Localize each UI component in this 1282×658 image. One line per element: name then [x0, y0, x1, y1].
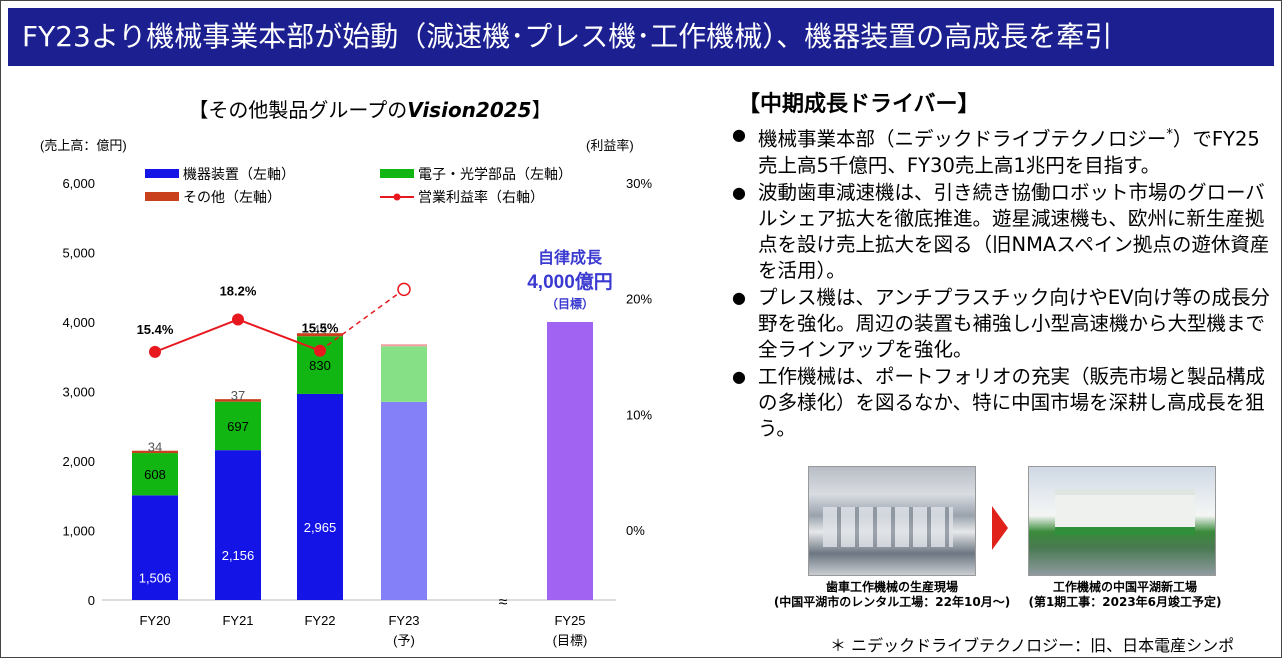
bar-fy21-series-1 [215, 450, 261, 600]
margin-value-label: 18.2% [220, 283, 257, 298]
driver-item-2: 波動歯車減速機は、引き続き協働ロボット市場のグローバルシェア拡大を徹底推進。遊星… [730, 180, 1270, 284]
bar-fy20-series-2 [132, 453, 178, 496]
arrow-right-icon [992, 506, 1008, 550]
target-annotation-line3: （目標） [546, 296, 594, 311]
y-left-tick-label: 1,000 [62, 524, 95, 539]
legend-swatch-3 [145, 192, 179, 201]
driver-item-1-text-after: ）でFY25売上高5千億円、FY30売上高1兆円を目指す。 [758, 127, 1260, 177]
x-tick-label: FY25 [554, 613, 585, 628]
bar-value-label: 697 [227, 419, 249, 434]
factory-floor-image [823, 507, 953, 547]
bar-fy20-series-1 [132, 495, 178, 600]
margin-point [314, 344, 326, 357]
bar-fy20-series-3 [132, 450, 178, 454]
y-right-tick-label: 30% [626, 176, 652, 191]
margin-point [232, 313, 244, 326]
y-left-tick-label: 3,000 [62, 385, 95, 400]
y-right-tick-label: 20% [626, 292, 652, 307]
bar-fy21-series-2 [215, 401, 261, 451]
y-right-tick-label: 10% [626, 407, 652, 422]
y-left-axis-label: (売上高：億円) [40, 138, 127, 153]
photo-right-caption: 工作機械の中国平湖新工場 (第1期工事：2023年6月竣工予定) [1000, 580, 1250, 610]
legend-line-marker [393, 193, 401, 201]
chart-title-prefix: 【その他製品グループの [188, 98, 408, 122]
drivers-title: 【中期成長ドライバー】 [738, 92, 980, 117]
gear-machine-factory-photo [808, 466, 976, 576]
margin-value-label: 15.5% [302, 321, 339, 336]
margin-point-forecast [397, 282, 411, 297]
x-tick-label: FY22 [304, 613, 335, 628]
bar-value-label: 2,156 [222, 548, 255, 563]
legend-label-line: 営業利益率（右軸） [418, 189, 544, 205]
driver-item-3: プレス機は、アンチプラスチック向けやEV向け等の成長分野を強化。周辺の装置も補強… [730, 285, 1270, 363]
x-tick-label: FY20 [139, 613, 170, 628]
new-plant-rendering-photo [1028, 466, 1216, 576]
plant-building-image [1055, 495, 1195, 535]
legend-label-3: その他（左軸） [183, 189, 281, 205]
bar-value-label: 34 [148, 440, 162, 455]
y-left-tick-label: 5,000 [62, 246, 95, 261]
driver-item-1-star: * [1166, 127, 1173, 142]
bar-fy21-series-3 [215, 399, 261, 402]
chart-title-suffix: 】 [531, 98, 552, 122]
bar-fy23-series-3 [381, 344, 427, 347]
photo-left-caption: 歯車工作機械の生産現場 (中国平湖市のレンタル工場：22年10月～) [768, 580, 1016, 610]
legend-swatch-1 [145, 169, 179, 178]
photo-left-caption-detail: (中国平湖市のレンタル工場：22年10月～) [773, 595, 1011, 609]
y-right-tick-label: 0% [626, 523, 645, 538]
axis-break-icon: ≈ [499, 594, 508, 611]
y-left-tick-label: 0 [88, 593, 95, 608]
bar-fy22-series-1 [297, 393, 343, 600]
legend-label-2: 電子・光学部品（左軸） [418, 166, 572, 182]
photo-left-caption-title: 歯車工作機械の生産現場 [825, 580, 958, 594]
driver-item-1: 機械事業本部（ニデックドライブテクノロジー*）でFY25売上高5千億円、FY30… [730, 122, 1270, 179]
x-tick-label: FY23 [388, 613, 419, 628]
x-tick-sublabel: (目標) [553, 633, 588, 648]
header-title: FY23より機械事業本部が始動（減速機･プレス機･工作機械）、機器装置の高成長を… [22, 20, 1113, 53]
y-left-tick-label: 4,000 [62, 315, 95, 330]
chart-title-emphasis: Vision2025 [407, 98, 532, 122]
bar-value-label: 830 [309, 358, 331, 373]
bar-value-label: 37 [231, 388, 245, 403]
target-annotation-line2: 4,000億円 [527, 270, 613, 293]
bar-target-fy25 [547, 322, 593, 600]
bar-value-label: 608 [144, 467, 166, 482]
photo-right-caption-title: 工作機械の中国平湖新工場 [1052, 580, 1197, 594]
y-left-tick-label: 2,000 [62, 454, 95, 469]
bar-fy23-series-1 [381, 401, 427, 600]
bar-value-label: 1,506 [139, 571, 172, 586]
bar-fy22-series-3 [297, 333, 343, 337]
x-tick-label: FY21 [222, 613, 253, 628]
y-left-tick-label: 6,000 [62, 176, 95, 191]
bar-value-label: 2,965 [304, 520, 337, 535]
slide-header: FY23より機械事業本部が始動（減速機･プレス機･工作機械）、機器装置の高成長を… [8, 8, 1274, 66]
vision2025-chart: (売上高：億円) 0 1,000 2,000 3,000 4,000 5,000 6,000 (… [40, 138, 652, 648]
drivers-list: 機械事業本部（ニデックドライブテクノロジー*）でFY25売上高5千億円、FY30… [730, 122, 1270, 443]
chart-title: 【その他製品グループのVision2025】 [110, 94, 630, 123]
x-tick-sublabel: (予) [393, 633, 415, 648]
legend-swatch-2 [380, 169, 414, 178]
driver-item-4: 工作機械は、ポートフォリオの充実（販売市場と製品構成の多様化）を図るなか、特に中… [730, 364, 1270, 442]
bar-fy23-series-2 [381, 346, 427, 402]
target-annotation-line1: 自律成長 [538, 248, 603, 267]
y-right-axis-label: (利益率) [586, 138, 634, 153]
legend-label-1: 機器装置（左軸） [183, 166, 295, 182]
margin-value-label: 15.4% [137, 322, 174, 337]
bar-value-label: 44 [313, 322, 327, 337]
margin-point [149, 345, 161, 358]
photo-right-caption-detail: (第1期工事：2023年6月竣工予定) [1028, 595, 1222, 609]
footnote: ＊ ニデックドライブテクノロジー：旧、日本電産シンポ [830, 636, 1235, 655]
driver-item-1-text-before: 機械事業本部（ニデックドライブテクノロジー [758, 127, 1167, 151]
